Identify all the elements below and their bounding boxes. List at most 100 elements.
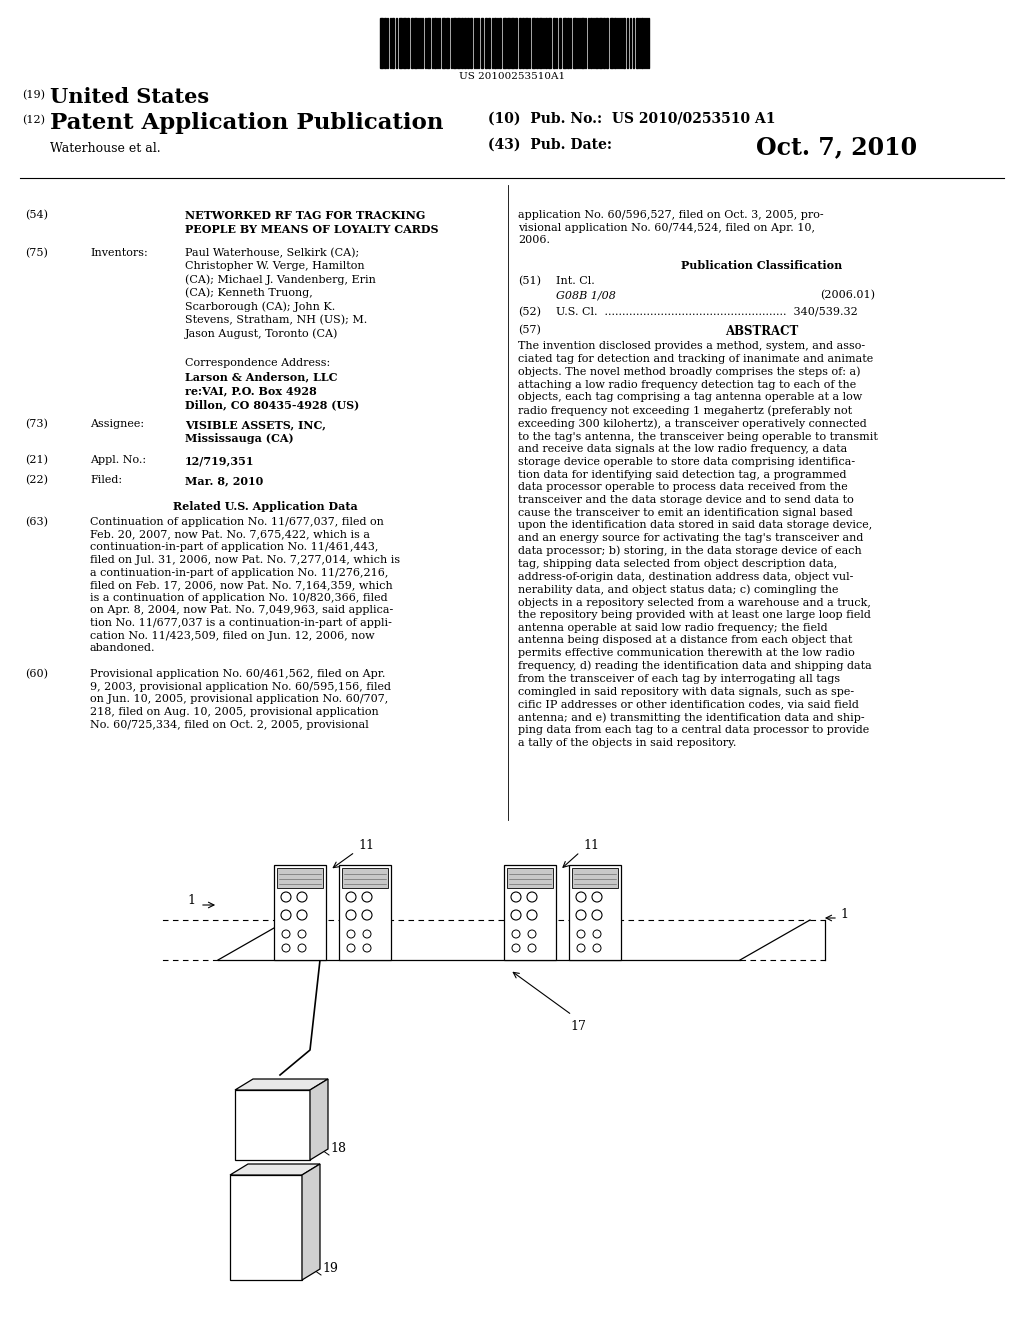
Bar <box>446 18 449 69</box>
Bar <box>515 18 517 69</box>
Bar <box>234 1090 310 1160</box>
Bar <box>488 18 490 69</box>
Text: (54): (54) <box>25 210 48 220</box>
Bar <box>572 869 618 888</box>
Bar <box>525 18 528 69</box>
Bar <box>559 18 561 69</box>
Bar <box>606 18 608 69</box>
Bar <box>636 18 638 69</box>
Bar <box>567 18 569 69</box>
Text: NETWORKED RF TAG FOR TRACKING
PEOPLE BY MEANS OF LOYALTY CARDS: NETWORKED RF TAG FOR TRACKING PEOPLE BY … <box>185 210 438 235</box>
Text: application No. 60/596,527, filed on Oct. 3, 2005, pro-
visional application No.: application No. 60/596,527, filed on Oct… <box>518 210 823 246</box>
Bar <box>545 18 547 69</box>
Bar <box>339 865 391 960</box>
Bar <box>503 18 506 69</box>
Polygon shape <box>230 1164 319 1175</box>
Bar <box>380 18 383 69</box>
Text: (22): (22) <box>25 475 48 486</box>
Text: Assignee:: Assignee: <box>90 418 144 429</box>
Text: United States: United States <box>50 87 209 107</box>
Bar <box>539 18 542 69</box>
Bar <box>467 18 469 69</box>
Polygon shape <box>302 1164 319 1280</box>
Bar <box>464 18 466 69</box>
Bar <box>453 18 456 69</box>
Bar <box>230 1175 302 1280</box>
Bar <box>610 18 613 69</box>
Bar <box>590 18 592 69</box>
Bar <box>457 18 460 69</box>
Text: Inventors:: Inventors: <box>90 248 147 257</box>
Text: Related U.S. Application Data: Related U.S. Application Data <box>173 502 357 512</box>
Bar <box>442 18 445 69</box>
Text: (10)  Pub. No.:  US 2010/0253510 A1: (10) Pub. No.: US 2010/0253510 A1 <box>488 112 775 125</box>
Text: Paul Waterhouse, Selkirk (CA);
Christopher W. Verge, Hamilton
(CA); Michael J. V: Paul Waterhouse, Selkirk (CA); Christoph… <box>185 248 376 339</box>
Text: (75): (75) <box>25 248 48 259</box>
Text: (43)  Pub. Date:: (43) Pub. Date: <box>488 139 612 152</box>
Bar <box>614 18 616 69</box>
Bar <box>504 865 556 960</box>
Bar <box>532 18 535 69</box>
Bar <box>342 869 388 888</box>
Bar <box>470 18 472 69</box>
Bar <box>384 18 386 69</box>
Text: Patent Application Publication: Patent Application Publication <box>50 112 443 135</box>
Text: Mar. 8, 2010: Mar. 8, 2010 <box>185 475 263 486</box>
Text: Larson & Anderson, LLC
re:VAI, P.O. Box 4928
Dillon, CO 80435-4928 (US): Larson & Anderson, LLC re:VAI, P.O. Box … <box>185 371 359 411</box>
Text: Waterhouse et al.: Waterhouse et al. <box>50 143 161 154</box>
Bar <box>392 18 394 69</box>
Bar <box>623 18 625 69</box>
Text: G08B 1/08: G08B 1/08 <box>556 290 615 300</box>
Text: Continuation of application No. 11/677,037, filed on
Feb. 20, 2007, now Pat. No.: Continuation of application No. 11/677,0… <box>90 517 400 653</box>
Bar <box>434 18 436 69</box>
Text: 1: 1 <box>840 908 848 921</box>
Bar <box>403 18 406 69</box>
Text: Correspondence Address:: Correspondence Address: <box>185 358 331 368</box>
Text: 17: 17 <box>570 1020 586 1034</box>
Bar <box>595 18 598 69</box>
Text: VISIBLE ASSETS, INC,
Mississauga (CA): VISIBLE ASSETS, INC, Mississauga (CA) <box>185 418 326 444</box>
Text: Oct. 7, 2010: Oct. 7, 2010 <box>756 135 918 158</box>
Text: The invention disclosed provides a method, system, and asso-
ciated tag for dete: The invention disclosed provides a metho… <box>518 341 878 748</box>
Text: Appl. No.:: Appl. No.: <box>90 455 146 465</box>
Text: 11: 11 <box>583 840 599 851</box>
Bar <box>569 865 621 960</box>
Text: 11: 11 <box>358 840 374 851</box>
Bar <box>519 18 521 69</box>
Bar <box>499 18 501 69</box>
Text: (60): (60) <box>25 669 48 680</box>
Bar <box>407 18 409 69</box>
Text: (12): (12) <box>22 115 45 125</box>
Text: Publication Classification: Publication Classification <box>681 260 843 271</box>
Bar <box>494 18 496 69</box>
Bar <box>485 18 487 69</box>
Text: U.S. Cl.  ....................................................  340/539.32: U.S. Cl. ...............................… <box>556 308 858 317</box>
Bar <box>399 18 402 69</box>
Text: 12/719,351: 12/719,351 <box>185 455 255 466</box>
Bar <box>427 18 430 69</box>
Text: (73): (73) <box>25 418 48 429</box>
Bar <box>536 18 538 69</box>
Text: 19: 19 <box>322 1262 338 1275</box>
Text: Int. Cl.: Int. Cl. <box>556 276 595 286</box>
Text: (63): (63) <box>25 517 48 527</box>
Text: US 20100253510A1: US 20100253510A1 <box>459 73 565 81</box>
Bar <box>507 869 553 888</box>
Bar <box>278 869 323 888</box>
Bar <box>548 18 551 69</box>
Bar <box>581 18 584 69</box>
Bar <box>599 18 602 69</box>
Bar <box>511 18 514 69</box>
Bar <box>274 865 326 960</box>
Bar <box>522 18 524 69</box>
Text: Filed:: Filed: <box>90 475 122 484</box>
Polygon shape <box>234 1078 328 1090</box>
Bar <box>603 18 605 69</box>
Text: ABSTRACT: ABSTRACT <box>725 325 799 338</box>
Bar <box>563 18 566 69</box>
Text: Provisional application No. 60/461,562, filed on Apr.
9, 2003, provisional appli: Provisional application No. 60/461,562, … <box>90 669 391 730</box>
Text: (51): (51) <box>518 276 541 286</box>
Text: (2006.01): (2006.01) <box>820 290 874 301</box>
Text: (52): (52) <box>518 308 541 317</box>
Text: (57): (57) <box>518 325 541 335</box>
